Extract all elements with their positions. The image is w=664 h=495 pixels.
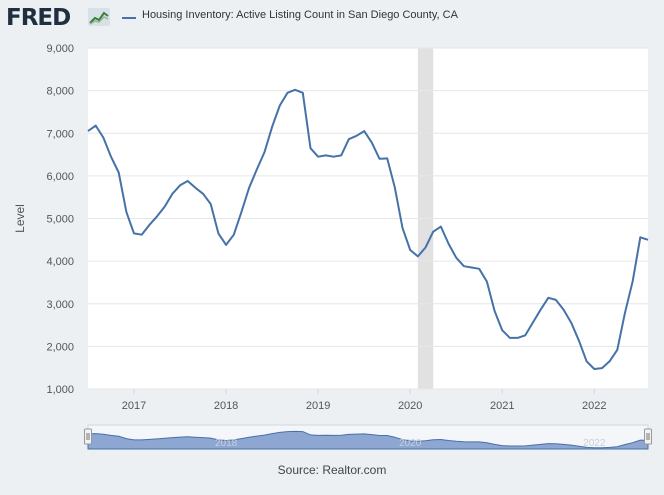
- fred-logo[interactable]: FRED: [6, 5, 71, 31]
- navigator-series: [87, 430, 649, 450]
- handle-body: [644, 428, 652, 445]
- header: FRED Housing Inventory: Active Listing C…: [0, 0, 664, 36]
- y-tick-label: 1,000: [46, 384, 74, 396]
- y-tick-label: 6,000: [46, 171, 74, 183]
- y-tick-label: 9,000: [46, 43, 74, 55]
- legend-label: Housing Inventory: Active Listing Count …: [142, 9, 458, 21]
- handle-body: [84, 428, 92, 445]
- x-tick-label: 2022: [582, 400, 606, 412]
- y-tick-label: 8,000: [46, 86, 74, 98]
- y-tick-label: 3,000: [46, 299, 74, 311]
- x-tick-label: 2018: [214, 400, 238, 412]
- navigator-handle-left[interactable]: [84, 428, 92, 445]
- navigator-label: 2022: [583, 438, 606, 449]
- chart[interactable]: 1,000 2,000 3,000 4,000 5,000 6,000 7,000 8,000…: [0, 36, 664, 456]
- x-tick-label: 2019: [306, 400, 330, 412]
- y-tick-label: 5,000: [46, 214, 74, 226]
- series-line: [87, 88, 649, 370]
- navigator-handle-right[interactable]: [644, 428, 652, 445]
- x-tick-label: 2017: [122, 400, 146, 412]
- y-tick-label: 7,000: [46, 128, 74, 140]
- x-tick-label: 2020: [398, 400, 422, 412]
- y-tick-label: 4,000: [46, 256, 74, 268]
- x-tick-label: 2021: [490, 400, 514, 412]
- source-credit: Source: Realtor.com: [277, 463, 387, 477]
- y-tick-label: 2,000: [46, 341, 74, 353]
- navigator-label: 2020: [399, 438, 422, 449]
- legend-line-swatch: [122, 17, 136, 19]
- navigator-label: 2018: [215, 438, 238, 449]
- line-chart-icon: [88, 8, 110, 26]
- y-axis-label: Level: [13, 204, 27, 233]
